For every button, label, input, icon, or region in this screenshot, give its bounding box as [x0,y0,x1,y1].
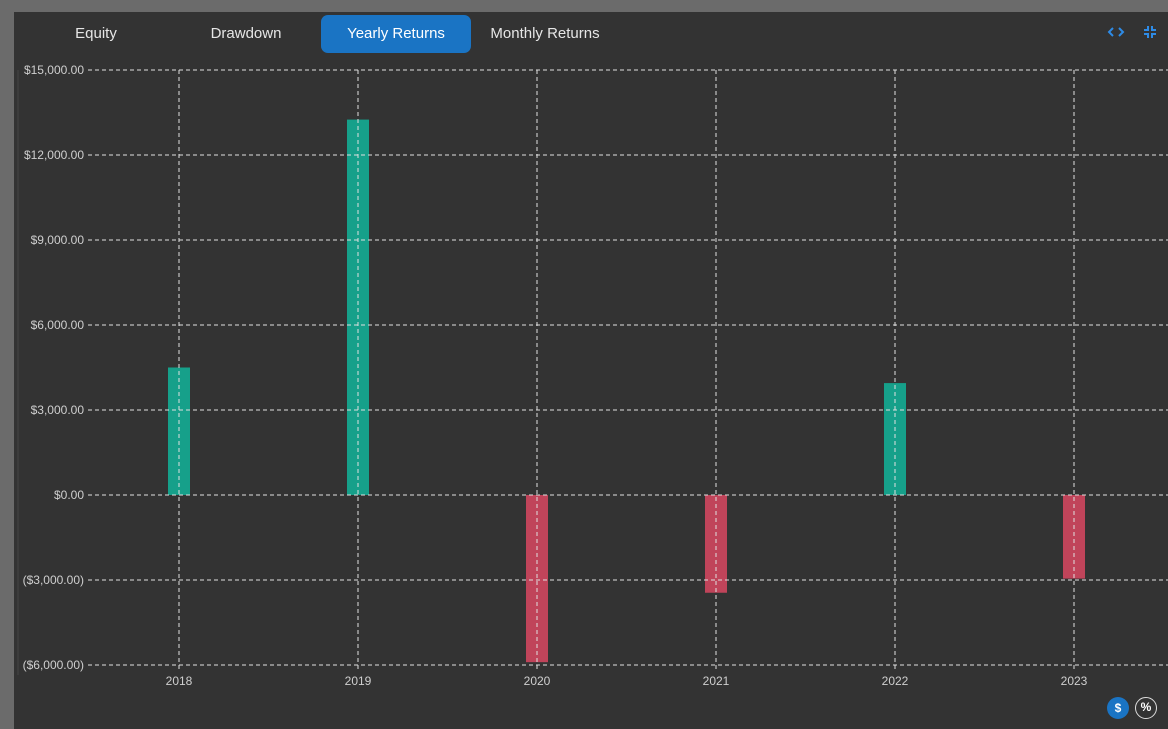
y-tick-label: $6,000.00 [31,318,85,332]
x-tick-label: 2022 [882,674,909,688]
bar-2020 [526,495,548,663]
percent-button[interactable]: % [1135,697,1157,719]
x-tick-label: 2020 [524,674,551,688]
tab-drawdown[interactable]: Drawdown [210,25,282,42]
x-tick-label: 2021 [703,674,730,688]
y-tick-label: $0.00 [54,488,84,502]
dollar-button[interactable]: $ [1107,697,1129,719]
x-tick-label: 2018 [166,674,193,688]
bar-2021 [705,495,727,593]
collapse-icon[interactable] [1140,24,1160,40]
y-tick-label: $12,000.00 [24,148,84,162]
tab-equity[interactable]: Equity [75,25,117,42]
tab-yearly-returns[interactable]: Yearly Returns [321,15,471,53]
yearly-returns-chart: $15,000.00 $12,000.00 $9,000.00 $6,000.00 $3… [17,63,1168,688]
bar-2023 [1063,495,1085,579]
y-tick-label: $3,000.00 [31,403,85,417]
bar-2018 [168,367,190,495]
tab-monthly-returns[interactable]: Monthly Returns [490,25,600,42]
chart-panel: Equity Drawdown Yearly Returns Monthly R… [14,12,1168,729]
bar-2019 [347,119,369,495]
y-tick-label: $15,000.00 [24,63,84,77]
x-tick-label: 2023 [1061,674,1088,688]
code-icon[interactable] [1106,24,1126,40]
y-tick-label: ($3,000.00) [23,573,84,587]
y-tick-label: $9,000.00 [31,233,85,247]
x-tick-label: 2019 [345,674,372,688]
y-tick-label: ($6,000.00) [23,658,84,672]
bar-2022 [884,383,906,495]
